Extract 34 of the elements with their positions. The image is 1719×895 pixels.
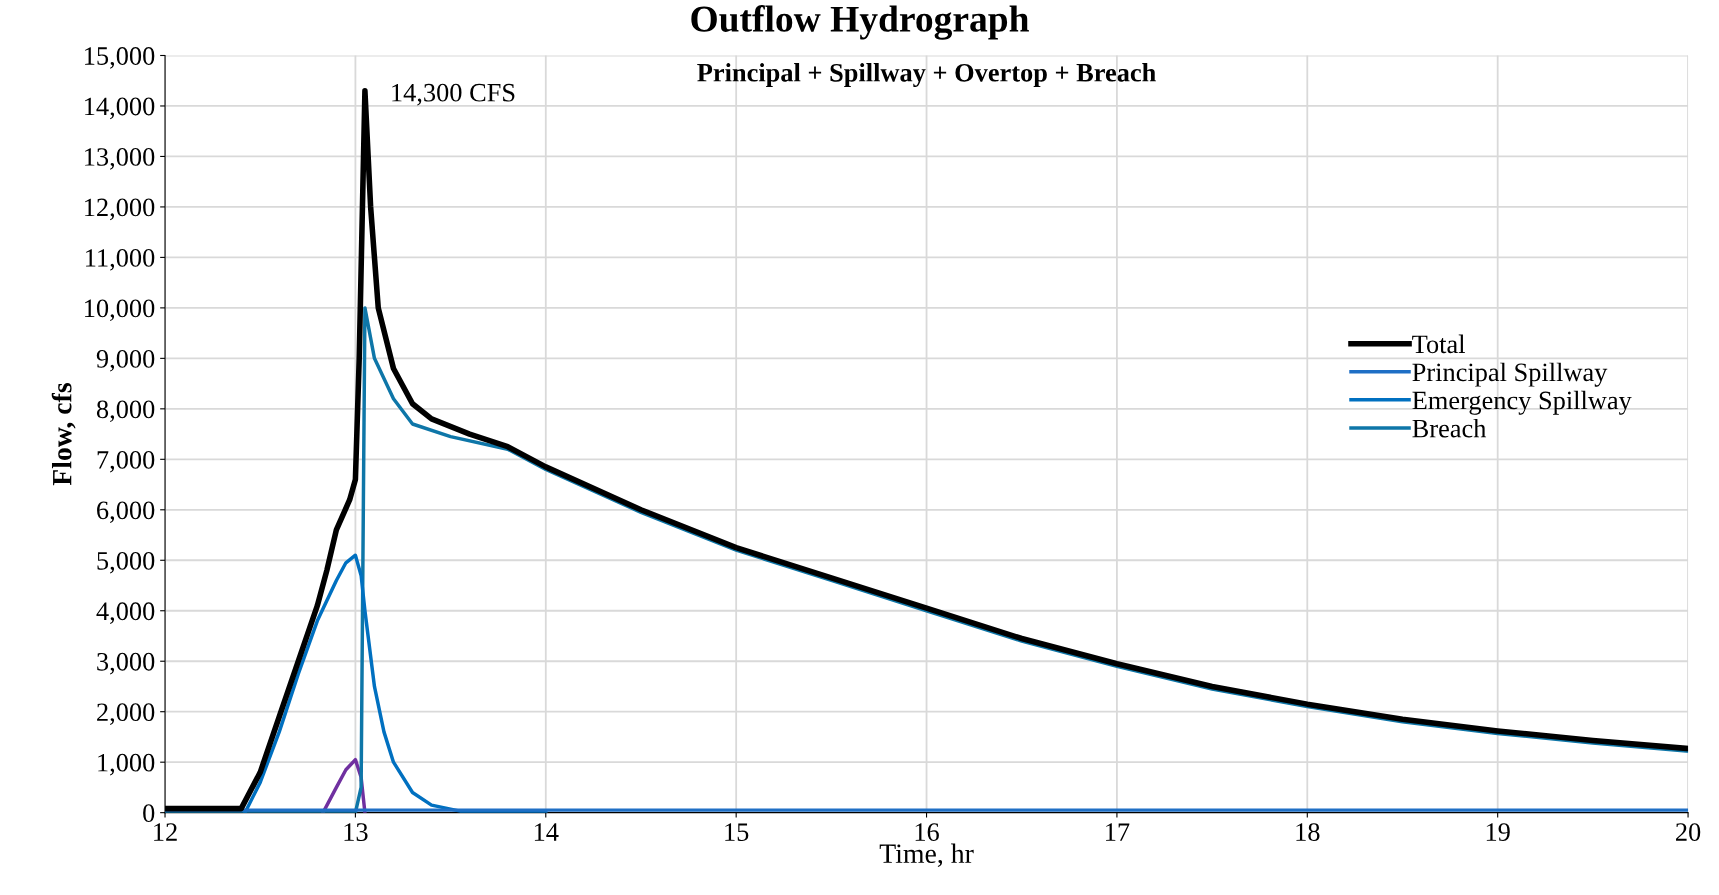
y-tick-label: 0	[143, 804, 155, 823]
y-tick-label: 8,000	[96, 400, 155, 423]
y-tick-label: 5,000	[97, 551, 155, 574]
chart-title: Outflow Hydrograph	[691, 5, 1029, 40]
y-tick-label: 13,000	[85, 148, 155, 170]
chart-subtitle: Principal + Spillway + Overtop + Breach	[697, 63, 1156, 88]
legend-label: Breach	[1412, 418, 1487, 438]
x-tick-label: 18	[1296, 823, 1320, 841]
y-tick-label: 3,000	[97, 652, 155, 675]
y-tick-label: 9,000	[96, 349, 155, 372]
legend-label: Emergency Spillway	[1412, 390, 1632, 415]
annotation: 14,300 CFS	[392, 83, 515, 106]
y-tick-label: 2,000	[97, 703, 155, 725]
x-tick-label: 16	[915, 823, 939, 841]
legend-label: Principal Spillway	[1412, 362, 1608, 387]
x-tick-label: 15	[725, 823, 749, 841]
y-tick-label: 15,000	[85, 47, 155, 69]
y-tick-label: 12,000	[85, 198, 155, 221]
x-tick-label: 17	[1106, 823, 1130, 841]
y-axis-title: Flow, cfs	[51, 383, 76, 486]
x-tick-label: 14	[534, 823, 559, 841]
y-tick-label: 6,000	[97, 501, 155, 524]
legend-label: Total	[1412, 334, 1466, 354]
x-axis-title: Time, hr	[879, 843, 974, 868]
x-tick-label: 13	[344, 823, 368, 841]
x-tick-label: 12	[154, 823, 177, 841]
x-tick-label: 19	[1486, 823, 1510, 841]
y-tick-label: 7,000	[97, 450, 155, 473]
y-tick-label: 11,000	[86, 249, 155, 271]
y-tick-label: 14,000	[85, 97, 155, 120]
y-tick-label: 4,000	[96, 602, 155, 624]
x-tick-label: 20	[1676, 823, 1701, 841]
y-tick-label: 10,000	[85, 299, 155, 322]
y-tick-label: 1,000	[98, 753, 155, 776]
